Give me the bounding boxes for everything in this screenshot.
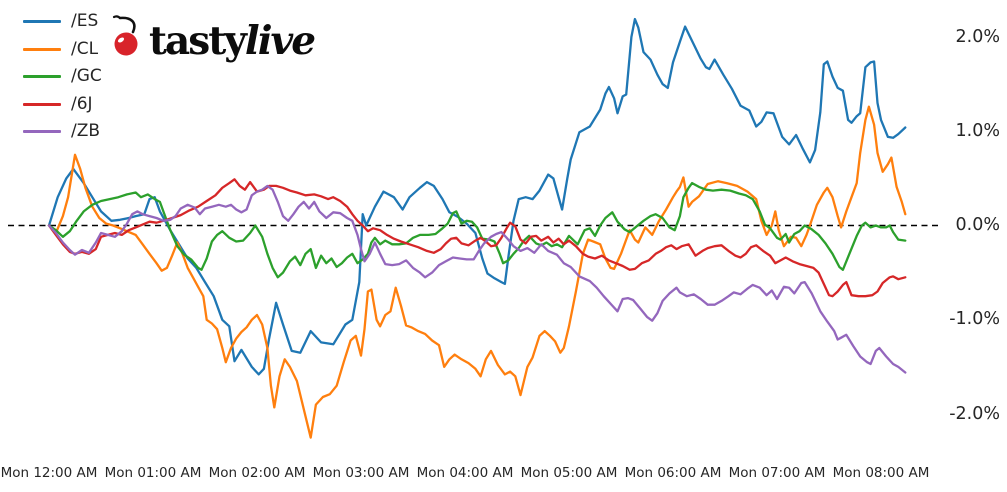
legend-item-gc: /GC	[23, 63, 102, 91]
legend-label-es: /ES	[71, 11, 99, 32]
y-tick-label: 1.0%	[955, 120, 1000, 141]
x-tick-label: Mon 07:00 AM	[728, 465, 826, 481]
series-line-es	[47, 17, 907, 376]
legend-item-6j: /6J	[23, 91, 102, 119]
legend-swatch-6j	[23, 102, 61, 106]
legend-label-zb: /ZB	[71, 121, 101, 142]
x-tick-label: Mon 08:00 AM	[832, 465, 930, 481]
legend-label-gc: /GC	[71, 66, 102, 87]
series-line-6j	[47, 178, 907, 298]
x-tick-label: Mon 04:00 AM	[416, 465, 514, 481]
x-tick-label: Mon 01:00 AM	[104, 465, 202, 481]
legend-label-6j: /6J	[71, 93, 93, 114]
y-tick-label: 0.0%	[955, 215, 1000, 235]
logo-text-live: live	[244, 18, 316, 64]
y-tick-label: -1.0%	[949, 309, 1000, 330]
legend-item-cl: /CL	[23, 36, 102, 64]
x-tick-label: Mon 06:00 AM	[624, 465, 722, 481]
series-line-cl	[47, 105, 907, 439]
cherry-icon	[112, 15, 138, 56]
tastylive-logo: tastylive	[110, 13, 316, 64]
legend-swatch-es	[23, 20, 61, 24]
legend-swatch-cl	[23, 47, 61, 51]
legend-item-es: /ES	[23, 8, 102, 36]
legend-label-cl: /CL	[71, 38, 99, 59]
series-line-gc	[47, 181, 907, 279]
series-line-zb	[47, 184, 907, 374]
legend-swatch-zb	[23, 130, 61, 134]
legend-swatch-gc	[23, 75, 61, 79]
logo-text-tasty: tasty	[149, 18, 247, 64]
y-tick-label: -2.0%	[949, 403, 1000, 424]
x-tick-label: Mon 03:00 AM	[312, 465, 410, 481]
legend: /ES/CL/GC/6J/ZB	[23, 8, 102, 146]
x-tick-label: Mon 02:00 AM	[208, 465, 306, 481]
legend-item-zb: /ZB	[23, 118, 102, 146]
logo-wordmark: tastylive	[149, 13, 316, 64]
x-tick-label: Mon 05:00 AM	[520, 465, 618, 481]
y-tick-label: 2.0%	[955, 26, 1000, 47]
x-tick-label: Mon 12:00 AM	[0, 465, 98, 481]
